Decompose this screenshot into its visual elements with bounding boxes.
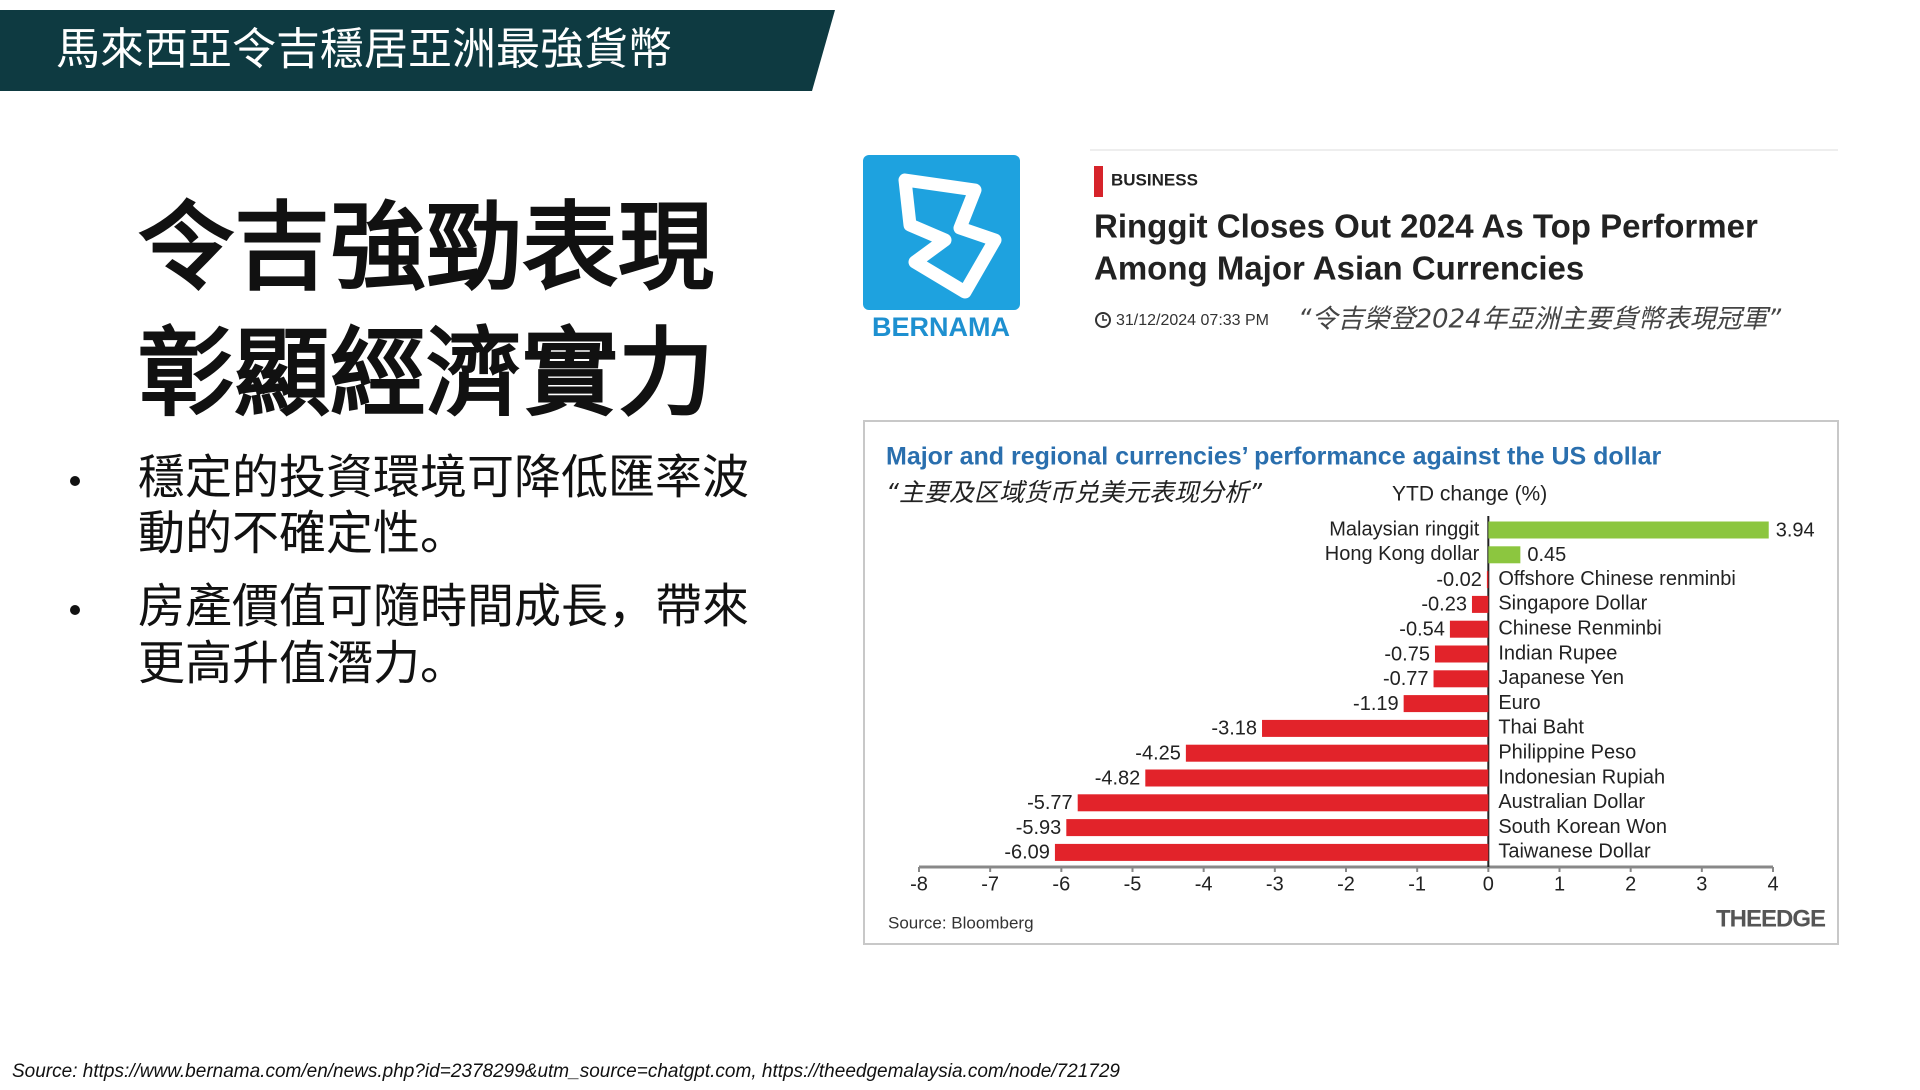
bar (1434, 645, 1489, 663)
x-tick-label: -7 (981, 873, 999, 895)
bar (1262, 719, 1489, 737)
x-tick-label: -8 (910, 873, 928, 895)
category-label: South Korean Won (1498, 816, 1667, 838)
x-tick-label: -1 (1408, 873, 1426, 895)
headline: Ringgit Closes Out 2024 As Top Performer (1094, 208, 1758, 245)
bullet-text: 房產價值可隨時間成長，帶來 (138, 580, 749, 635)
x-tick-label: 0 (1483, 873, 1494, 895)
section-bar (1094, 166, 1103, 197)
bar (1066, 819, 1489, 837)
value-label: 0.45 (1527, 544, 1566, 566)
bar (1077, 794, 1489, 812)
category-label: Hong Kong dollar (1325, 543, 1480, 565)
heading: 彰顯經濟實力 (138, 317, 714, 429)
chart-subtitle: “主要及区域货币兑美元表现分析” (886, 478, 1263, 507)
quote: “令吉榮登2024年亞洲主要貨幣表現冠軍” (1298, 305, 1782, 335)
bullet-text: 動的不確定性。 (138, 507, 467, 562)
category-label: Thai Baht (1498, 717, 1584, 739)
clock-icon (1095, 312, 1111, 328)
date: 31/12/2024 07:33 PM (1116, 312, 1269, 329)
bar (1185, 744, 1489, 762)
bullet-text: 更高升值潛力。 (138, 637, 467, 692)
bullet-text: 穩定的投資環境可降低匯率波 (138, 451, 749, 506)
category-label: Indonesian Rupiah (1498, 766, 1665, 788)
bernama-logo-text: BERNAMA (872, 312, 1010, 342)
value-label: -5.77 (1027, 792, 1073, 814)
bar (1488, 521, 1769, 539)
header-banner (0, 10, 835, 91)
chart-title: Major and regional currencies’ performan… (886, 443, 1661, 471)
x-tick-label: 3 (1696, 873, 1707, 895)
bar (1145, 769, 1489, 787)
publisher-logo: THEEDGE (1716, 905, 1826, 932)
category-label: Euro (1498, 692, 1540, 714)
bar (1449, 620, 1489, 638)
value-label: -4.82 (1095, 767, 1141, 789)
value-label: -6.09 (1004, 842, 1050, 864)
bar (1488, 546, 1521, 564)
headline: Among Major Asian Currencies (1094, 250, 1584, 287)
category-label: Australian Dollar (1498, 791, 1645, 813)
section: BUSINESS (1111, 170, 1198, 189)
x-tick-label: -4 (1195, 873, 1213, 895)
value-label: -0.02 (1436, 569, 1482, 591)
category-label: Indian Rupee (1498, 642, 1617, 664)
category-label: Taiwanese Dollar (1498, 841, 1651, 863)
category-label: Singapore Dollar (1498, 593, 1647, 615)
value-label: -0.23 (1421, 594, 1467, 616)
value-label: -5.93 (1016, 817, 1062, 839)
clock-hands (1102, 315, 1107, 321)
category-label: Malaysian ringgit (1329, 518, 1480, 540)
x-tick-label: 2 (1625, 873, 1636, 895)
category-label: Chinese Renminbi (1498, 617, 1661, 639)
x-tick-label: 4 (1767, 873, 1778, 895)
value-label: -4.25 (1135, 742, 1181, 764)
value-label: -3.18 (1211, 718, 1257, 740)
value-label: 3.94 (1776, 519, 1815, 541)
header-title: 馬來西亞令吉穩居亞洲最強貨幣 (56, 24, 672, 75)
value-label: -0.77 (1383, 668, 1429, 690)
x-tick-label: -6 (1052, 873, 1070, 895)
bar (1403, 695, 1489, 713)
bernama-logo-mark (898, 173, 1002, 299)
heading: 令吉強勁表現 (138, 191, 714, 303)
category-label: Japanese Yen (1498, 667, 1624, 689)
x-tick-label: -3 (1266, 873, 1284, 895)
x-tick-label: 1 (1554, 873, 1565, 895)
bullet-dot (70, 605, 80, 615)
value-label: -0.54 (1399, 618, 1445, 640)
bar (1486, 571, 1489, 589)
bar (1054, 843, 1489, 861)
value-label: -0.75 (1384, 643, 1430, 665)
category-label: Offshore Chinese renminbi (1498, 568, 1736, 590)
axis-label: YTD change (%) (1392, 483, 1547, 506)
x-tick-label: -5 (1124, 873, 1142, 895)
bar (1433, 670, 1489, 688)
x-tick-label: -2 (1337, 873, 1355, 895)
bullet-dot (70, 476, 80, 486)
category-label: Philippine Peso (1498, 741, 1636, 763)
footer-source: Source: https://www.bernama.com/en/news.… (12, 1061, 1120, 1082)
bar (1471, 595, 1489, 613)
value-label: -1.19 (1353, 693, 1399, 715)
chart-source: Source: Bloomberg (888, 913, 1034, 932)
